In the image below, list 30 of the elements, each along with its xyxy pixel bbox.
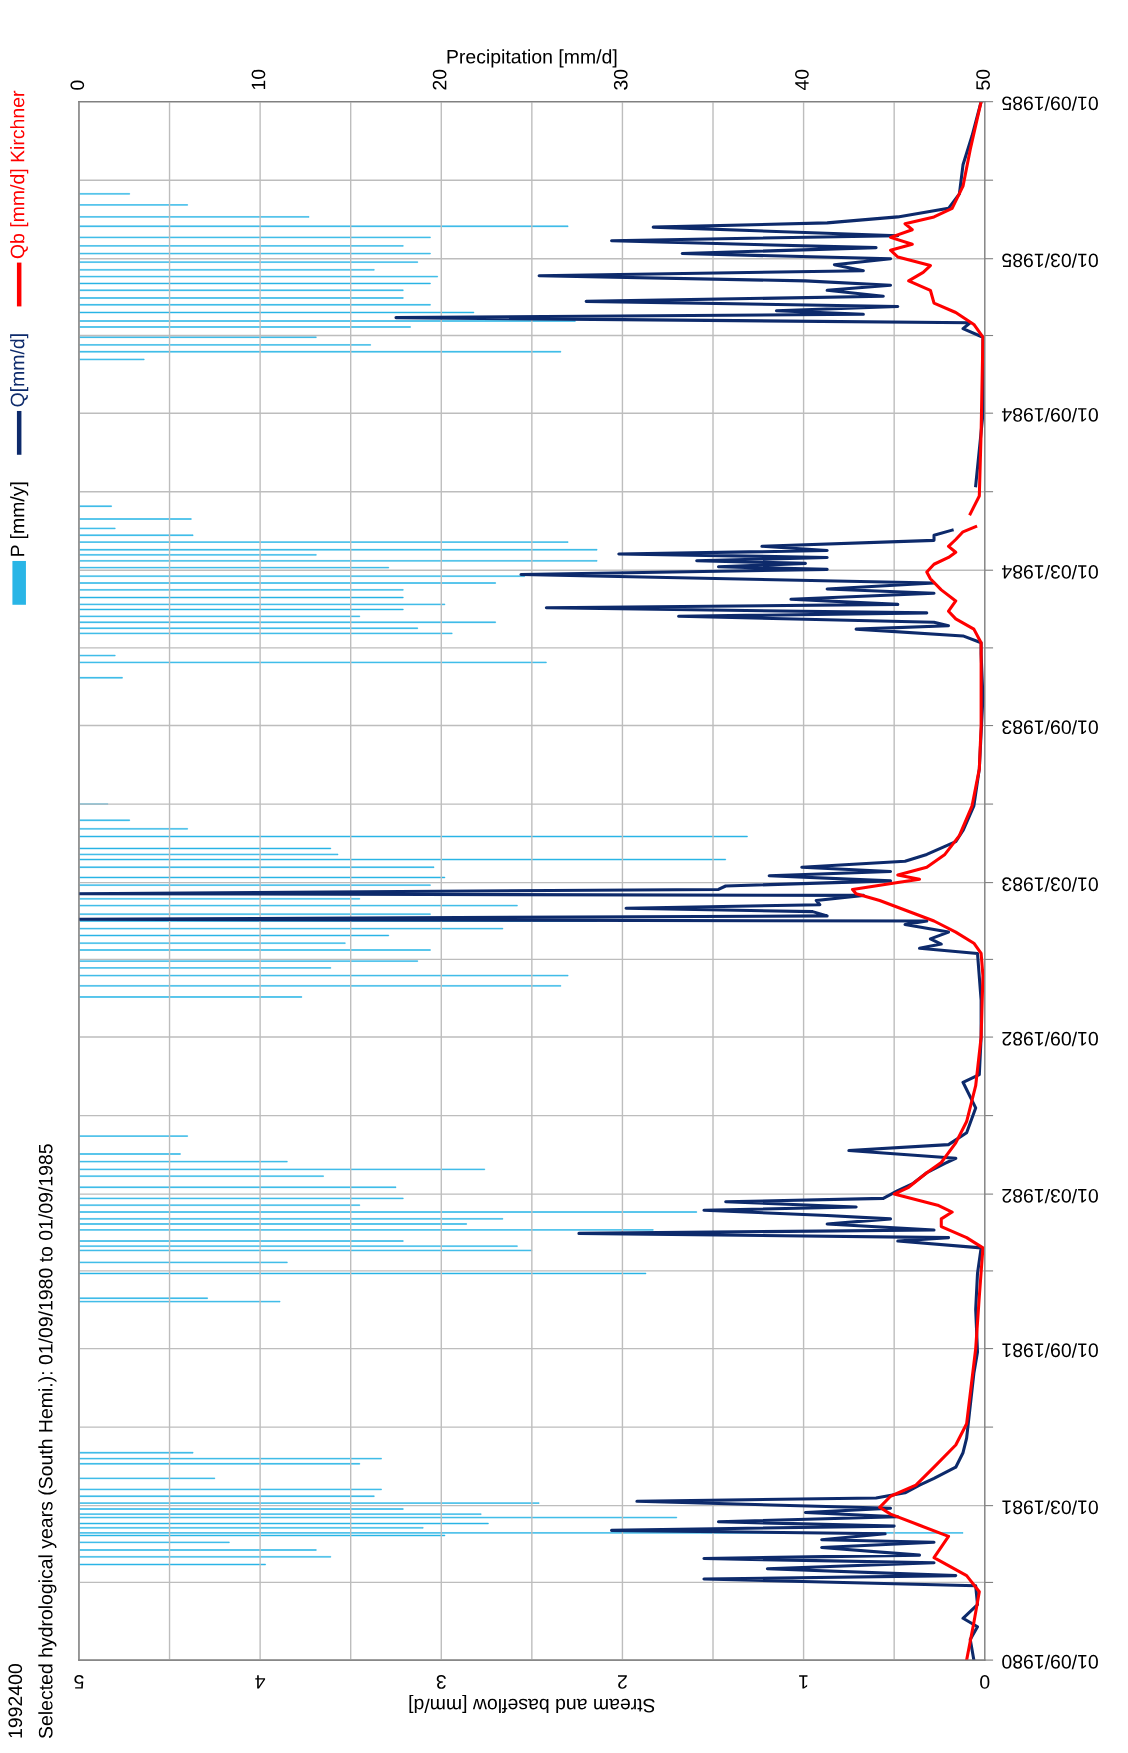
- y-tick-label: 01/09/1984: [1001, 407, 1098, 423]
- x-tick-label: 0: [980, 1675, 990, 1689]
- text: Q[mm/d]: [10, 334, 29, 407]
- y-tick-label: 01/09/1983: [1002, 720, 1098, 735]
- y-tick-label: 01/03/1985: [1002, 253, 1098, 268]
- text: Qb [mm/d] Kirchner: [10, 90, 29, 259]
- y-tick-label: 01/03/1982: [1002, 1188, 1098, 1204]
- y-tick-label: 01/03/1984: [1001, 565, 1098, 580]
- x-tick-label: 4: [255, 1675, 266, 1689]
- x-tick-label: 5: [74, 1675, 84, 1689]
- text: P [mm/y]: [10, 482, 29, 556]
- y-tick-label: 01/09/1981: [1002, 1343, 1098, 1358]
- x2-tick-label: 30: [613, 69, 628, 90]
- y-tick-label: 01/03/1983: [1002, 877, 1098, 892]
- y-tick-label: 01/09/1985: [1002, 96, 1098, 111]
- x2-axis-title: Precipitation [mm/d]: [447, 49, 617, 68]
- x-tick-label: 1: [799, 1675, 808, 1689]
- text: 1992400: [8, 1664, 23, 1738]
- x-axis-title: Stream and baseflow [mm/d]: [409, 1694, 655, 1714]
- text: Selected hydrological years (South Hemi.): 01/09/1980 to 01/09/1985: [38, 1144, 57, 1739]
- x2-tick-label: 50: [976, 69, 990, 90]
- y-tick-label: 01/09/1980: [1002, 1654, 1098, 1670]
- y-tick-label: 01/03/1981: [1002, 1500, 1098, 1515]
- x2-tick-label: 0: [70, 80, 85, 90]
- x2-tick-label: 40: [795, 69, 809, 91]
- y-tick-label: 01/09/1982: [1002, 1031, 1098, 1047]
- x2-tick-label: 10: [251, 69, 266, 90]
- x-tick-label: 3: [436, 1675, 446, 1689]
- x2-tick-label: 20: [432, 69, 447, 90]
- x-tick-label: 2: [618, 1675, 627, 1689]
